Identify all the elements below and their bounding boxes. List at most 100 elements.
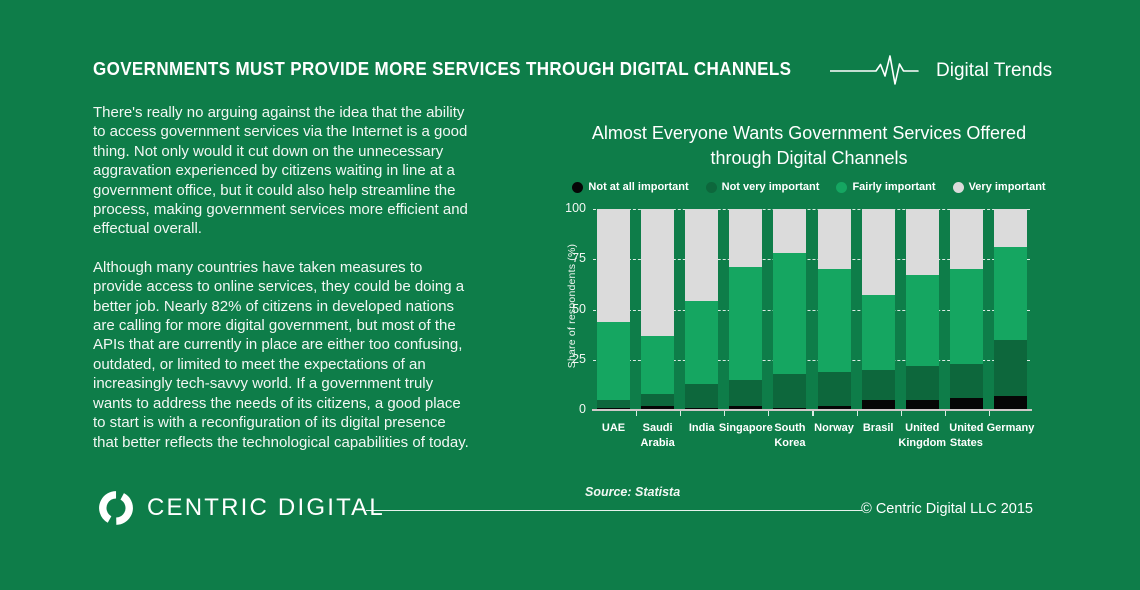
legend-dot-icon xyxy=(836,181,848,193)
x-axis-tick xyxy=(767,410,769,416)
bar-india: India xyxy=(685,209,719,434)
x-axis-tick xyxy=(635,410,637,416)
bar-segment xyxy=(817,209,851,270)
bar-segment xyxy=(641,393,675,406)
legend-item: Very important xyxy=(952,181,1046,193)
bar-segment xyxy=(597,321,630,400)
bar-segment xyxy=(685,209,719,302)
chart-legend: Not at all important Not very important Fa… xyxy=(563,181,1055,193)
x-axis-tick xyxy=(679,410,681,416)
bar-segment xyxy=(773,209,807,254)
bar-segment xyxy=(817,269,851,372)
x-axis-label: Norway xyxy=(814,422,854,434)
bar-singapore: Singapore xyxy=(719,209,773,434)
plot-area: UAE Saudi Arabia India Singapore South Korea… xyxy=(593,209,1034,449)
bar-segment xyxy=(905,365,939,400)
y-tick-label-100: 100 xyxy=(565,201,586,215)
bar-segment xyxy=(597,209,630,322)
bar-segment xyxy=(861,369,895,400)
bar-segment xyxy=(993,247,1027,340)
bar-segment xyxy=(641,405,675,410)
y-tick-label-50: 50 xyxy=(572,301,586,316)
bar-south-korea: South Korea xyxy=(773,209,807,449)
y-tick-label-25: 25 xyxy=(572,351,586,366)
bar-segment xyxy=(861,295,895,370)
x-axis-label: Singapore xyxy=(718,422,773,434)
source-note: Source: Statista xyxy=(585,485,681,499)
bar-segment xyxy=(905,275,939,366)
x-axis-tick xyxy=(944,410,946,416)
chart-title-line-1: Almost Everyone Wants Government Service… xyxy=(591,123,1027,143)
x-axis-label: India xyxy=(688,422,715,434)
bar-segment xyxy=(949,269,983,364)
article-text: There's really no arguing against the id… xyxy=(93,103,471,452)
bar-segment xyxy=(641,209,675,336)
gridline-25 xyxy=(593,359,1030,361)
bar-saudi-arabia: Saudi Arabia xyxy=(640,209,675,449)
legend-label: Fairly important xyxy=(852,181,936,193)
bar-segment xyxy=(949,397,983,410)
copyright-text: © Centric Digital LLC 2015 xyxy=(861,501,1033,517)
bar-segment xyxy=(905,399,939,410)
bar-segment xyxy=(861,209,895,296)
y-tick-label-75: 75 xyxy=(572,251,586,266)
bar-segment xyxy=(905,209,939,276)
bar-united-states: United States xyxy=(949,209,983,449)
chart-title-line-2: through Digital Channels xyxy=(710,148,908,168)
brand-tagline: Digital Trends xyxy=(936,60,1053,81)
x-axis-label: Brasil xyxy=(862,422,894,434)
bar-segment xyxy=(861,399,895,410)
bar-segment xyxy=(993,209,1027,248)
heartbeat-pulse-icon xyxy=(829,53,930,89)
x-axis-label: United Kingdom xyxy=(898,422,947,449)
x-axis-label: United States xyxy=(949,422,984,449)
article-paragraph-1: There's really no arguing against the id… xyxy=(93,104,468,238)
x-axis-label: South Korea xyxy=(774,422,806,449)
bar-united-kingdom: United Kingdom xyxy=(898,209,946,449)
x-axis-line xyxy=(592,409,1032,411)
bar-brasil: Brasil xyxy=(861,209,895,434)
legend-item: Not very important xyxy=(705,181,820,193)
x-axis-label: Germany xyxy=(986,422,1035,434)
gridline-75 xyxy=(593,259,1030,261)
bars-container: UAE Saudi Arabia India Singapore South Korea… xyxy=(597,209,1034,449)
bar-segment xyxy=(729,379,763,406)
bar-segment xyxy=(949,363,983,398)
legend-label: Not at all important xyxy=(588,181,689,193)
x-axis-label: UAE xyxy=(601,422,626,434)
legend-label: Not very important xyxy=(721,181,820,193)
bar-segment xyxy=(817,371,851,406)
bar-segment xyxy=(729,209,763,268)
legend-dot-icon xyxy=(572,181,584,193)
x-axis-tick xyxy=(900,410,902,416)
footer-divider-line xyxy=(366,510,862,511)
chart-title: Almost Everyone Wants Government Service… xyxy=(563,121,1055,171)
bar-norway: Norway xyxy=(814,209,854,434)
bar-segment xyxy=(685,301,719,384)
legend-dot-icon xyxy=(952,181,964,193)
bar-segment xyxy=(729,267,763,380)
bar-segment xyxy=(773,253,807,374)
bar-segment xyxy=(641,335,675,394)
y-tick-label-0: 0 xyxy=(579,402,586,416)
bar-segment xyxy=(773,373,807,408)
x-axis-tick xyxy=(723,410,725,416)
x-axis-tick xyxy=(988,410,990,416)
bar-germany: Germany xyxy=(987,209,1034,434)
gridline-50 xyxy=(593,309,1030,311)
footer-brand-wordmark: CENTRIC DIGITAL xyxy=(147,494,385,521)
bar-uae: UAE xyxy=(597,209,630,434)
legend-dot-icon xyxy=(705,181,717,193)
x-axis-tick xyxy=(812,410,814,416)
bar-segment xyxy=(729,405,763,410)
x-axis-label: Saudi Arabia xyxy=(640,422,675,449)
centric-digital-logo-icon xyxy=(95,487,137,529)
legend-item: Not at all important xyxy=(572,181,689,193)
gridline-100 xyxy=(593,209,1030,210)
bar-segment xyxy=(993,395,1027,410)
bar-segment xyxy=(597,399,630,408)
page-title: GOVERNMENTS MUST PROVIDE MORE SERVICES T… xyxy=(93,58,792,79)
bar-segment xyxy=(685,383,719,408)
legend-item: Fairly important xyxy=(836,181,936,193)
